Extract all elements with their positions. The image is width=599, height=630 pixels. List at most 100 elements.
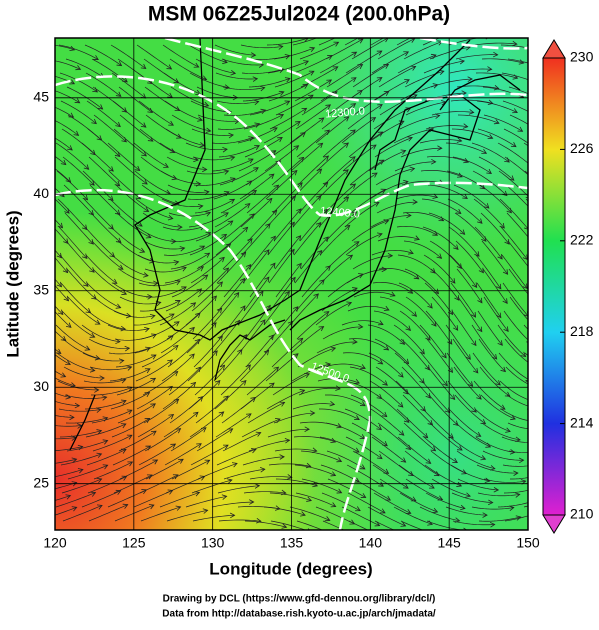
streamline-arrow [202,508,209,514]
streamline [456,85,499,89]
streamline-arrow [537,48,542,53]
streamline-arrow [102,439,109,445]
streamline-arrow [203,101,210,108]
streamline [265,353,299,382]
streamline [319,436,360,453]
colorbar-tick-label: 210 [570,506,594,522]
contour-label: 12300.0 [325,105,366,120]
streamline-arrow [167,92,173,98]
streamline [56,170,88,200]
streamline [87,310,126,330]
streamline-arrow [252,76,259,82]
streamline-arrow [472,282,478,289]
streamline [57,380,99,391]
streamline [90,212,122,243]
streamline [353,478,391,501]
streamline-arrow [172,344,179,351]
streamline [398,464,435,489]
streamline-arrow [84,345,91,351]
streamline [55,60,81,70]
streamline [163,72,201,95]
streamline [84,44,122,66]
streamline [455,422,491,448]
streamline-arrow [330,346,337,352]
streamline-arrow [144,368,151,374]
streamline [326,64,363,88]
streamline-arrow [313,293,319,299]
streamline [58,44,99,60]
streamline [238,150,276,172]
streamline [298,387,341,396]
streamline [502,282,528,317]
streamline [378,268,419,280]
streamline [294,250,322,284]
streamline [55,495,71,501]
streamline [393,324,425,355]
streamline [110,44,146,69]
streamline [269,277,296,312]
streamline [55,370,66,377]
streamline [55,44,75,51]
streamline-arrow [309,410,316,416]
streamline-arrow [407,288,414,294]
streamline-arrow [222,146,228,153]
streamline [427,366,455,400]
streamline-arrow [178,458,184,464]
streamline-arrow [504,391,511,397]
streamline [368,150,406,172]
streamline [220,364,251,396]
streamline-arrow [331,532,336,536]
streamline [503,310,528,341]
streamline-arrow [228,132,234,139]
streamline-arrow [226,478,233,484]
streamline [502,464,528,467]
streamline [300,66,338,88]
streamline [375,366,409,395]
streamline-arrow [325,104,332,110]
streamline-arrow [430,446,437,452]
streamline [193,177,236,186]
streamline-arrow [336,488,343,494]
streamline [426,156,469,163]
streamline [294,464,336,476]
streamline [376,201,418,214]
streamline-arrow [217,281,223,287]
streamline-arrow [407,136,413,142]
streamline [61,310,95,338]
y-axis-label: Latitude (degrees) [3,210,22,357]
streamline-arrow [332,66,339,72]
streamline-arrow [378,159,385,165]
colorbar-tick-label: 226 [570,140,594,156]
streamline-arrow [97,104,104,110]
streamline [425,125,468,130]
streamline [274,235,301,270]
streamline-arrow [204,252,211,258]
streamline-arrow [413,274,420,280]
streamline-arrow [126,365,133,371]
streamline-arrow [71,481,78,487]
x-tick-label: 145 [437,535,461,551]
streamline-arrow [459,229,466,235]
streamline-arrow [279,454,285,460]
streamline-arrow [389,291,396,297]
streamline-arrow [190,302,197,308]
streamline-arrow [244,203,251,209]
streamline [500,408,528,421]
streamline [297,155,329,186]
streamline-arrow [505,427,511,433]
streamline [244,520,287,528]
streamline [472,170,508,196]
streamline [472,352,501,386]
streamline-arrow [229,155,236,161]
streamline [194,199,235,214]
streamline-arrow [263,349,270,356]
streamline-arrow [126,434,133,440]
streamline [397,54,437,74]
streamline-arrow [202,274,209,280]
streamline-arrow [192,411,199,418]
streamline [368,352,404,378]
streamline-arrow [115,237,122,244]
streamline-arrow [270,150,277,156]
streamline [401,366,431,399]
streamline-arrow [479,184,486,190]
